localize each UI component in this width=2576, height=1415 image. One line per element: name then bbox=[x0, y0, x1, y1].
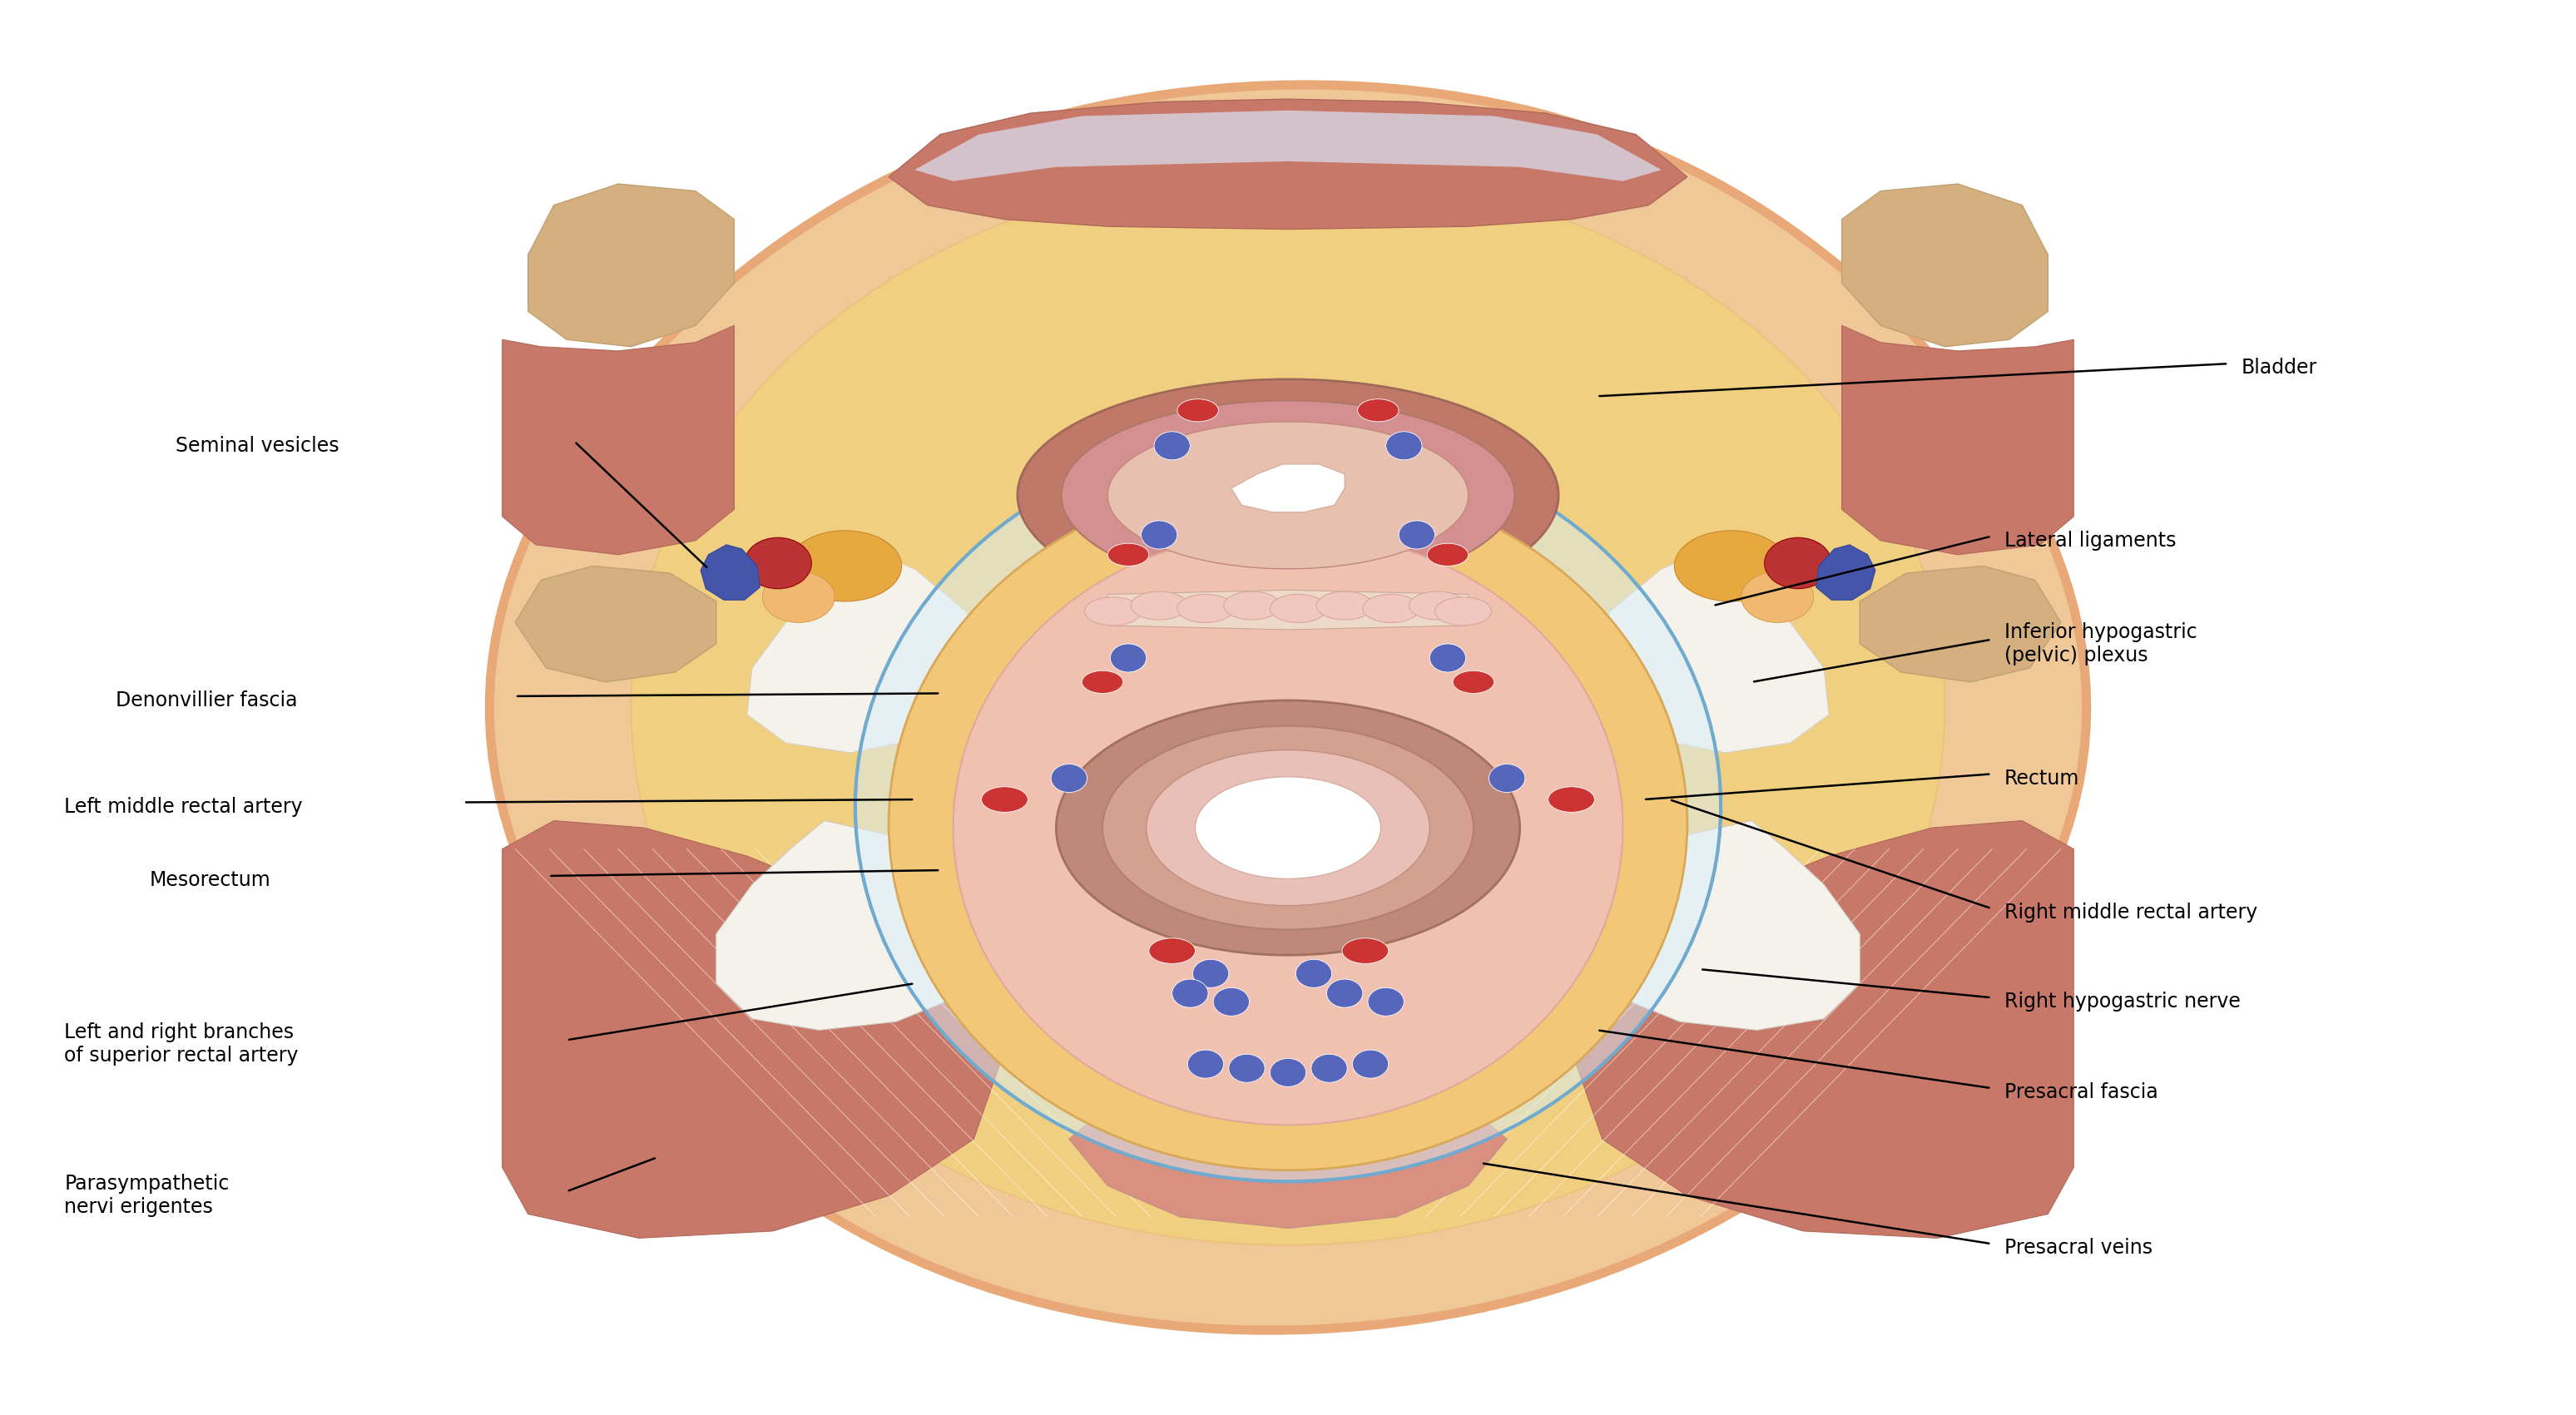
Text: Inferior hypogastric
(pelvic) plexus: Inferior hypogastric (pelvic) plexus bbox=[2004, 623, 2197, 665]
Text: Seminal vesicles: Seminal vesicles bbox=[175, 436, 340, 456]
Text: Bladder: Bladder bbox=[2241, 358, 2316, 378]
Polygon shape bbox=[1108, 590, 1468, 630]
Ellipse shape bbox=[1270, 594, 1327, 623]
Ellipse shape bbox=[1489, 764, 1525, 792]
Ellipse shape bbox=[1195, 777, 1381, 879]
Ellipse shape bbox=[1363, 594, 1419, 623]
Ellipse shape bbox=[855, 432, 1721, 1182]
Text: Left middle rectal artery: Left middle rectal artery bbox=[64, 797, 304, 816]
Polygon shape bbox=[631, 170, 1945, 1245]
Ellipse shape bbox=[1193, 959, 1229, 988]
Ellipse shape bbox=[1146, 750, 1430, 906]
Ellipse shape bbox=[1051, 764, 1087, 792]
Polygon shape bbox=[502, 325, 734, 555]
Polygon shape bbox=[889, 99, 1687, 229]
Ellipse shape bbox=[1399, 521, 1435, 549]
Text: Mesorectum: Mesorectum bbox=[149, 870, 270, 890]
Ellipse shape bbox=[1427, 543, 1468, 566]
Ellipse shape bbox=[1327, 979, 1363, 1007]
Polygon shape bbox=[1069, 1087, 1507, 1228]
Ellipse shape bbox=[788, 531, 902, 601]
Text: Right hypogastric nerve: Right hypogastric nerve bbox=[2004, 992, 2241, 1012]
Ellipse shape bbox=[762, 572, 835, 623]
Ellipse shape bbox=[1213, 988, 1249, 1016]
Polygon shape bbox=[502, 821, 1005, 1238]
Polygon shape bbox=[1571, 821, 1860, 1030]
Text: Rectum: Rectum bbox=[2004, 768, 2079, 788]
Ellipse shape bbox=[1765, 538, 1832, 589]
Polygon shape bbox=[1816, 545, 1875, 600]
Text: Presacral fascia: Presacral fascia bbox=[2004, 1082, 2159, 1102]
Polygon shape bbox=[1571, 821, 2074, 1238]
Ellipse shape bbox=[1674, 531, 1788, 601]
Ellipse shape bbox=[1352, 1050, 1388, 1078]
Ellipse shape bbox=[1177, 594, 1234, 623]
Ellipse shape bbox=[1316, 591, 1373, 620]
Text: Parasympathetic
nervi erigentes: Parasympathetic nervi erigentes bbox=[64, 1174, 229, 1217]
Ellipse shape bbox=[1084, 597, 1141, 625]
Ellipse shape bbox=[1141, 521, 1177, 549]
Ellipse shape bbox=[953, 531, 1623, 1125]
Ellipse shape bbox=[1110, 644, 1146, 672]
Ellipse shape bbox=[1548, 787, 1595, 812]
Ellipse shape bbox=[1741, 572, 1814, 623]
Ellipse shape bbox=[1172, 979, 1208, 1007]
Polygon shape bbox=[747, 541, 984, 753]
Text: Denonvillier fascia: Denonvillier fascia bbox=[116, 691, 299, 710]
Polygon shape bbox=[1860, 566, 2061, 682]
Polygon shape bbox=[1108, 422, 1468, 569]
Polygon shape bbox=[1018, 379, 1558, 611]
Ellipse shape bbox=[1386, 432, 1422, 460]
Polygon shape bbox=[1842, 184, 2048, 347]
Polygon shape bbox=[701, 545, 760, 600]
Polygon shape bbox=[489, 85, 2087, 1330]
Ellipse shape bbox=[889, 477, 1687, 1170]
Polygon shape bbox=[1592, 541, 1829, 753]
Ellipse shape bbox=[1103, 726, 1473, 930]
Polygon shape bbox=[914, 110, 1662, 181]
Ellipse shape bbox=[1082, 671, 1123, 693]
Ellipse shape bbox=[1177, 399, 1218, 422]
Ellipse shape bbox=[981, 787, 1028, 812]
Ellipse shape bbox=[1056, 700, 1520, 955]
Ellipse shape bbox=[1311, 1054, 1347, 1082]
Ellipse shape bbox=[1368, 988, 1404, 1016]
Ellipse shape bbox=[1358, 399, 1399, 422]
Polygon shape bbox=[1842, 325, 2074, 555]
Ellipse shape bbox=[1430, 644, 1466, 672]
Ellipse shape bbox=[1453, 671, 1494, 693]
Ellipse shape bbox=[1188, 1050, 1224, 1078]
Ellipse shape bbox=[1435, 597, 1492, 625]
Polygon shape bbox=[1061, 400, 1515, 590]
Polygon shape bbox=[716, 821, 1005, 1030]
Polygon shape bbox=[515, 566, 716, 682]
Ellipse shape bbox=[1108, 543, 1149, 566]
Ellipse shape bbox=[1149, 938, 1195, 964]
Ellipse shape bbox=[1409, 591, 1466, 620]
Ellipse shape bbox=[1270, 1058, 1306, 1087]
Text: Lateral ligaments: Lateral ligaments bbox=[2004, 531, 2177, 550]
Ellipse shape bbox=[1131, 591, 1188, 620]
Polygon shape bbox=[528, 184, 734, 347]
Ellipse shape bbox=[1154, 432, 1190, 460]
Ellipse shape bbox=[1229, 1054, 1265, 1082]
Ellipse shape bbox=[1296, 959, 1332, 988]
Ellipse shape bbox=[744, 538, 811, 589]
Ellipse shape bbox=[1224, 591, 1280, 620]
Text: Left and right branches
of superior rectal artery: Left and right branches of superior rect… bbox=[64, 1023, 299, 1065]
Ellipse shape bbox=[1342, 938, 1388, 964]
Text: Right middle rectal artery: Right middle rectal artery bbox=[2004, 903, 2257, 923]
Polygon shape bbox=[1231, 464, 1345, 512]
Text: Presacral veins: Presacral veins bbox=[2004, 1238, 2154, 1258]
